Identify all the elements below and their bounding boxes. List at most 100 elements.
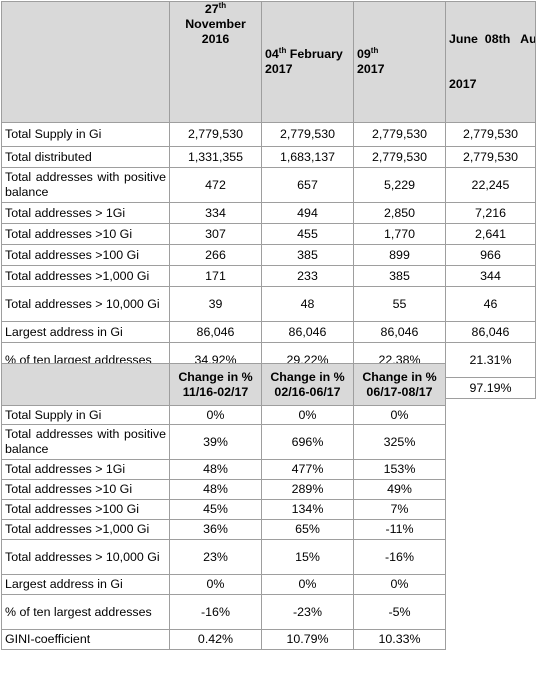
distribution-cell: 233: [261, 265, 354, 287]
change-row: Total addresses > 1Gi 48% 477% 153%: [1, 459, 446, 480]
distribution-row: Largest address in Gi 86,046 86,046 86,046 8…: [1, 321, 536, 343]
distribution-row: Total addresses > 1Gi 334 494 2,850 7,216: [1, 202, 536, 224]
distribution-row-label: Total addresses > 1Gi: [1, 202, 170, 224]
change-row: Total addresses with positive balance 39%…: [1, 424, 446, 460]
distribution-cell: 2,779,530: [353, 146, 446, 168]
distribution-cell: 455: [261, 223, 354, 245]
distribution-cell: 1,770: [353, 223, 446, 245]
distribution-cell: 344: [445, 265, 536, 287]
distribution-row: Total addresses >10 Gi 307 455 1,770 2,641: [1, 223, 536, 245]
change-cell: 0%: [169, 405, 262, 425]
change-cell: 0%: [353, 574, 446, 595]
distribution-cell: 86,046: [261, 321, 354, 343]
distribution-cell: 2,641: [445, 223, 536, 245]
distribution-row-label: Total addresses >10 Gi: [1, 223, 170, 245]
change-cell: 48%: [169, 479, 262, 500]
distribution-cell: 5,229: [353, 167, 446, 203]
change-header-3: Change in % 06/17-08/17: [353, 363, 446, 406]
change-row-label: Total addresses > 10,000 Gi: [1, 539, 170, 575]
distribution-cell: 657: [261, 167, 354, 203]
distribution-cell: 2,779,530: [261, 122, 354, 147]
distribution-row-label: Largest address in Gi: [1, 321, 170, 343]
distribution-cell: 494: [261, 202, 354, 224]
distribution-cell: 171: [169, 265, 262, 287]
change-header-2: Change in % 02/16-06/17: [261, 363, 354, 406]
change-row-label: GINI-coefficient: [1, 629, 170, 650]
distribution-cell: 55: [353, 286, 446, 322]
change-row-label: Total addresses >100 Gi: [1, 499, 170, 520]
distribution-cell: 1,331,355: [169, 146, 262, 168]
change-cell: 23%: [169, 539, 262, 575]
distribution-cell: 97.19%: [445, 377, 536, 399]
header-nov-2016: 27th November 2016: [169, 1, 262, 123]
distribution-cell: 2,779,530: [169, 122, 262, 147]
distribution-row-label: Total Supply in Gi: [1, 122, 170, 147]
distribution-cell: 22,245: [445, 167, 536, 203]
header-feb-2017: 04th February 2017: [261, 1, 354, 123]
distribution-cell: 385: [261, 244, 354, 266]
distribution-row-label: Total distributed: [1, 146, 170, 168]
distribution-row: Total distributed 1,331,355 1,683,137 2,779…: [1, 146, 536, 168]
distribution-row-label: Total addresses > 10,000 Gi: [1, 286, 170, 322]
distribution-cell: 2,779,530: [445, 122, 536, 147]
change-row-label: % of ten largest addresses: [1, 594, 170, 630]
distribution-cell: 334: [169, 202, 262, 224]
distribution-row: Total addresses > 10,000 Gi 39 48 55 46: [1, 286, 536, 322]
header-jun-2017: 09th 2017: [353, 1, 446, 123]
change-row: % of ten largest addresses -16% -23% -5%: [1, 594, 446, 630]
header-blank-cell: [1, 1, 170, 123]
distribution-row-label: Total addresses >1,000 Gi: [1, 265, 170, 287]
change-cell: 0.42%: [169, 629, 262, 650]
distribution-cell: 39: [169, 286, 262, 322]
header-aug-2017: June 08th August 2017: [445, 1, 536, 123]
change-row: GINI-coefficient 0.42% 10.79% 10.33%: [1, 629, 446, 650]
distribution-row: Total addresses with positive balance 472…: [1, 167, 536, 203]
change-row-label: Total addresses >10 Gi: [1, 479, 170, 500]
change-cell: 49%: [353, 479, 446, 500]
change-row: Total addresses >10 Gi 48% 289% 49%: [1, 479, 446, 500]
distribution-cell: 266: [169, 244, 262, 266]
change-row-label: Largest address in Gi: [1, 574, 170, 595]
change-header-blank-cell: [1, 363, 170, 406]
change-row: Total addresses > 10,000 Gi 23% 15% -16%: [1, 539, 446, 575]
distribution-row: Total addresses >1,000 Gi 171 233 385 344: [1, 265, 536, 287]
distribution-cell: 86,046: [169, 321, 262, 343]
change-cell: 325%: [353, 424, 446, 460]
distribution-cell: 21.31%: [445, 342, 536, 378]
distribution-cell: 966: [445, 244, 536, 266]
change-row: Total Supply in Gi 0% 0% 0%: [1, 405, 446, 425]
change-row-label: Total addresses with positive balance: [1, 424, 170, 460]
change-row: Total addresses >100 Gi 45% 134% 7%: [1, 499, 446, 520]
change-cell: 0%: [353, 405, 446, 425]
distribution-cell: 307: [169, 223, 262, 245]
distribution-cell: 2,850: [353, 202, 446, 224]
change-cell: 696%: [261, 424, 354, 460]
change-cell: -23%: [261, 594, 354, 630]
change-row: Largest address in Gi 0% 0% 0%: [1, 574, 446, 595]
change-cell: 0%: [261, 574, 354, 595]
change-cell: 15%: [261, 539, 354, 575]
change-cell: 134%: [261, 499, 354, 520]
change-cell: 48%: [169, 459, 262, 480]
distribution-cell: 86,046: [445, 321, 536, 343]
change-cell: 0%: [261, 405, 354, 425]
change-header-1: Change in % 11/16-02/17: [169, 363, 262, 406]
distribution-row-label: Total addresses >100 Gi: [1, 244, 170, 266]
change-cell: 39%: [169, 424, 262, 460]
distribution-cell: 1,683,137: [261, 146, 354, 168]
change-cell: 153%: [353, 459, 446, 480]
change-row-label: Total addresses >1,000 Gi: [1, 519, 170, 540]
change-cell: 0%: [169, 574, 262, 595]
change-header-row: Change in % 11/16-02/17 Change in % 02/1…: [1, 363, 446, 406]
distribution-cell: 2,779,530: [445, 146, 536, 168]
distribution-cell: 7,216: [445, 202, 536, 224]
distribution-cell: 86,046: [353, 321, 446, 343]
change-cell: -16%: [353, 539, 446, 575]
change-cell: 65%: [261, 519, 354, 540]
distribution-row: Total addresses >100 Gi 266 385 899 966: [1, 244, 536, 266]
distribution-cell: 48: [261, 286, 354, 322]
distribution-cell: 46: [445, 286, 536, 322]
change-cell: 289%: [261, 479, 354, 500]
change-row-label: Total addresses > 1Gi: [1, 459, 170, 480]
change-row: Total addresses >1,000 Gi 36% 65% -11%: [1, 519, 446, 540]
